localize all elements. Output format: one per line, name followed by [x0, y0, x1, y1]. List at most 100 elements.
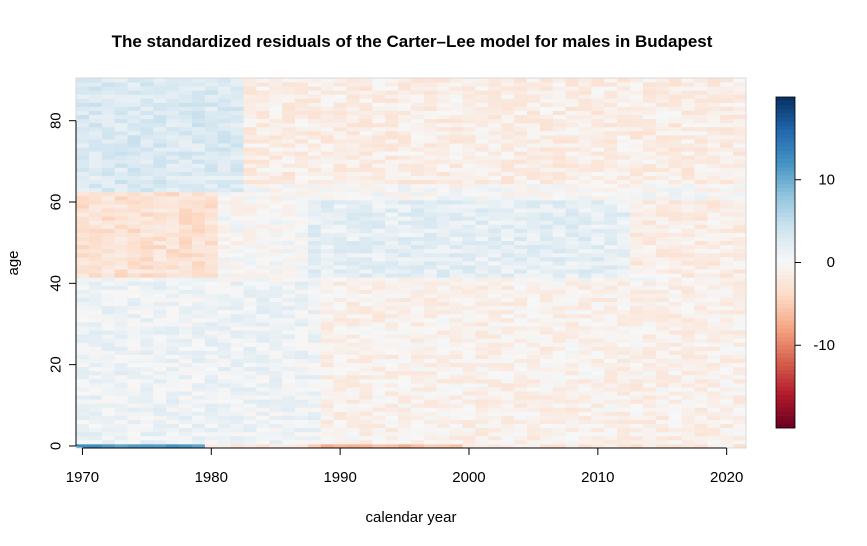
heatmap-cell	[707, 326, 721, 331]
heatmap-cell	[346, 151, 360, 156]
heatmap-cell	[179, 321, 193, 327]
heatmap-cell	[204, 175, 219, 181]
heatmap-cell	[591, 419, 605, 425]
heatmap-cell	[295, 138, 309, 144]
heatmap-cell	[114, 110, 128, 115]
heatmap-cell	[617, 110, 631, 115]
heatmap-cell	[101, 342, 116, 347]
heatmap-cell	[204, 403, 219, 408]
heatmap-cell	[179, 317, 193, 323]
heatmap-cell	[307, 147, 322, 152]
heatmap-cell	[668, 370, 682, 376]
heatmap-cell	[668, 195, 682, 201]
heatmap-cell	[488, 183, 502, 189]
heatmap-cell	[642, 187, 657, 193]
heatmap-cell	[191, 423, 206, 429]
heatmap-cell	[707, 248, 721, 254]
heatmap-cell	[475, 293, 489, 298]
heatmap-cell	[565, 195, 579, 201]
heatmap-cell	[707, 114, 721, 120]
heatmap-cell	[166, 183, 180, 189]
heatmap-cell	[514, 358, 528, 364]
heatmap-cell	[591, 301, 605, 307]
heatmap-cell	[411, 317, 425, 323]
heatmap-cell	[668, 260, 682, 266]
heatmap-cell	[88, 224, 103, 229]
heatmap-cell	[140, 350, 154, 355]
heatmap-cell	[526, 326, 541, 331]
heatmap-cell	[346, 321, 360, 327]
heatmap-cell	[204, 240, 219, 246]
heatmap-cell	[385, 126, 399, 132]
heatmap-cell	[707, 399, 721, 404]
heatmap-cell	[617, 387, 631, 392]
heatmap-cell	[153, 411, 167, 416]
heatmap-cell	[514, 240, 528, 246]
heatmap-cell	[642, 403, 657, 408]
heatmap-cell	[243, 252, 257, 258]
heatmap-cell	[720, 155, 734, 160]
heatmap-cell	[88, 382, 103, 388]
heatmap-cell	[88, 183, 103, 189]
heatmap-cell	[295, 309, 309, 315]
heatmap-cell	[707, 106, 721, 111]
heatmap-cell	[552, 305, 567, 311]
heatmap-cell	[204, 399, 219, 404]
heatmap-cell	[127, 244, 141, 250]
heatmap-cell	[604, 90, 618, 95]
heatmap-cell	[694, 94, 708, 99]
heatmap-cell	[630, 187, 644, 193]
heatmap-cell	[462, 334, 476, 339]
heatmap-cell	[166, 317, 180, 323]
heatmap-cell	[733, 403, 746, 408]
heatmap-cell	[642, 285, 657, 290]
heatmap-cell	[617, 411, 631, 416]
heatmap-cell	[101, 90, 116, 95]
heatmap-cell	[423, 78, 438, 83]
heatmap-cell	[295, 220, 309, 225]
heatmap-cell	[101, 106, 116, 111]
heatmap-cell	[720, 244, 734, 250]
heatmap-cell	[488, 208, 502, 213]
heatmap-cell	[269, 122, 283, 128]
heatmap-cell	[488, 199, 502, 205]
heatmap-cell	[372, 326, 386, 331]
heatmap-cell	[475, 362, 489, 368]
heatmap-cell	[733, 252, 746, 258]
heatmap-cell	[179, 94, 193, 99]
heatmap-cell	[179, 439, 193, 445]
heatmap-cell	[230, 240, 244, 246]
heatmap-cell	[462, 224, 476, 229]
heatmap-cell	[565, 204, 579, 209]
heatmap-cell	[295, 313, 309, 319]
heatmap-cell	[411, 419, 425, 425]
heatmap-cell	[539, 313, 554, 319]
heatmap-cell	[385, 102, 399, 107]
heatmap-cell	[488, 252, 502, 258]
heatmap-cell	[76, 419, 90, 425]
heatmap-cell	[720, 342, 734, 347]
heatmap-cell	[101, 114, 116, 120]
heatmap-cell	[282, 309, 296, 315]
heatmap-cell	[217, 358, 232, 364]
heatmap-cell	[488, 362, 502, 368]
heatmap-cell	[681, 208, 695, 213]
heatmap-cell	[642, 232, 657, 237]
heatmap-cell	[385, 167, 399, 172]
heatmap-cell	[282, 106, 296, 111]
heatmap-cell	[295, 130, 309, 136]
heatmap-cell	[204, 334, 219, 339]
heatmap-cell	[733, 439, 746, 445]
heatmap-cell	[720, 130, 734, 136]
heatmap-cell	[346, 94, 360, 99]
heatmap-cell	[630, 163, 644, 168]
heatmap-cell	[282, 346, 296, 351]
heatmap-cell	[398, 216, 412, 221]
heatmap-cell	[526, 285, 541, 290]
heatmap-cell	[733, 362, 746, 368]
heatmap-cell	[372, 138, 386, 144]
heatmap-cell	[166, 407, 180, 412]
heatmap-cell	[320, 212, 335, 217]
heatmap-cell	[733, 240, 746, 246]
heatmap-cell	[230, 281, 244, 286]
